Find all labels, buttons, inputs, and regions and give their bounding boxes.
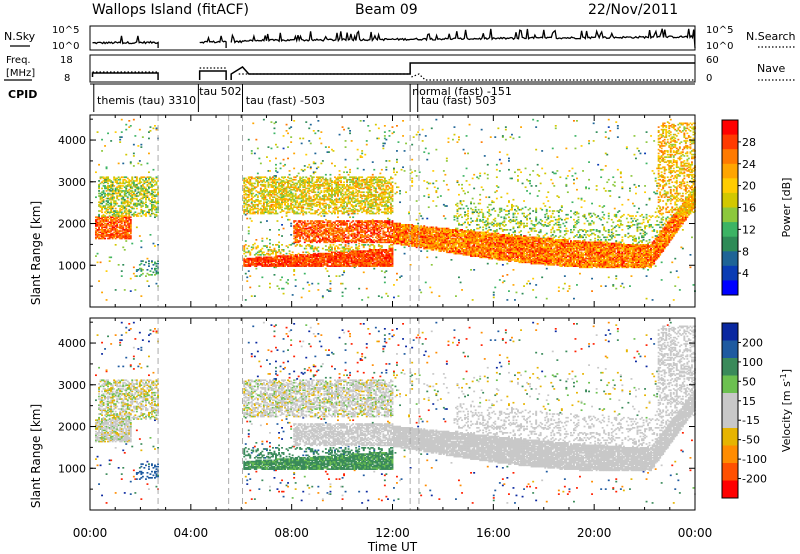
- power-colorbar-tick-label-6: 4: [742, 267, 749, 280]
- velocity-panel: [95, 321, 696, 504]
- velocity-colorbar-swatch-3: [722, 375, 738, 394]
- power-colorbar-tick-label-0: 28: [742, 136, 756, 149]
- freq-label-line1: Freq.: [6, 55, 31, 66]
- power-colorbar-swatch-10: [722, 265, 738, 281]
- noise-panel-frame: [89, 25, 696, 51]
- velocity-colorbar-tick-label-4: -15: [742, 414, 760, 427]
- velocity-panel-ylabel-2000: 2000: [58, 421, 86, 434]
- power-colorbar-swatch-9: [722, 251, 738, 267]
- velocity-panel-ytitle: Slant Range [km]: [29, 404, 43, 508]
- power-colorbar-swatch-6: [722, 207, 738, 223]
- velocity-colorbar-swatch-2: [722, 358, 738, 376]
- power-colorbar-tick-label-5: 8: [742, 245, 749, 258]
- cpid-segment-0: themis (tau) 3310: [97, 94, 196, 107]
- x-axis-title: Time UT: [367, 540, 418, 554]
- cpid-segment-1: tau 502: [199, 85, 242, 98]
- cpid-segment-3: normal (fast) -151: [412, 85, 512, 98]
- power-colorbar-swatch-3: [722, 163, 738, 179]
- velocity-colorbar-frame: [721, 322, 739, 499]
- velocity-colorbar-swatch-7: [722, 445, 738, 464]
- cpid-segment-4: tau (fast) 503: [421, 94, 496, 107]
- noise-right-tick-top: 10^5: [706, 25, 733, 36]
- x-tick-label-6: 00:00: [678, 526, 713, 540]
- power-colorbar-swatch-8: [722, 236, 738, 252]
- power-colorbar-swatch-4: [722, 178, 738, 194]
- velocity-colorbar-swatch-9: [722, 480, 738, 499]
- power-panel-ylabel-1000: 1000: [58, 259, 86, 272]
- velocity-panel-ylabel-3000: 3000: [58, 379, 86, 392]
- x-tick-label-4: 16:00: [476, 526, 511, 540]
- beam-label: Beam 09: [355, 2, 418, 18]
- velocity-colorbar-tick-label-2: 50: [742, 375, 756, 388]
- x-tick-label-5: 20:00: [577, 526, 612, 540]
- noise-left-tick-bottom: 10^0: [52, 41, 79, 52]
- site-title: Wallops Island (fitACF): [92, 2, 249, 18]
- velocity-colorbar-swatch-1: [722, 340, 738, 359]
- x-tick-label-3: 12:00: [375, 526, 410, 540]
- noise-left-label: N.Sky: [4, 30, 36, 43]
- nave-tick-bottom: 0: [706, 73, 712, 84]
- nave-trace: [92, 67, 695, 81]
- power-panel-ylabel-2000: 2000: [58, 218, 86, 231]
- power-colorbar-tick-label-4: 12: [742, 223, 756, 236]
- x-tick-label-2: 08:00: [274, 526, 309, 540]
- freq-tick-bottom: 8: [64, 73, 70, 84]
- freq-label-line2: [MHz]: [6, 68, 35, 79]
- noise-right-tick-bottom: 10^0: [706, 41, 733, 52]
- noise-right-label: N.Search: [746, 30, 796, 43]
- power-colorbar-swatch-5: [722, 192, 738, 208]
- freq-panel-frame: [89, 54, 696, 83]
- velocity-colorbar-swatch-8: [722, 463, 738, 481]
- velocity-panel-ylabel-4000: 4000: [58, 337, 86, 350]
- velocity-colorbar-swatch-4: [722, 393, 738, 411]
- power-colorbar-tick-label-1: 24: [742, 158, 756, 171]
- x-tick-label-1: 04:00: [174, 526, 209, 540]
- frequency-trace: [91, 62, 695, 80]
- velocity-panel-ylabel-1000: 1000: [58, 462, 86, 475]
- power-colorbar-swatch-11: [722, 280, 738, 296]
- power-colorbar-tick-label-3: 16: [742, 202, 756, 215]
- power-colorbar-swatch-7: [722, 222, 738, 238]
- noise-sky-trace: [92, 28, 696, 49]
- power-panel: [95, 118, 696, 301]
- power-colorbar-label: Power [dB]: [780, 178, 793, 238]
- velocity-colorbar-tick-label-0: 200: [742, 336, 763, 349]
- nave-tick-top: 60: [706, 55, 719, 66]
- power-panel-ylabel-3000: 3000: [58, 176, 86, 189]
- date-label: 22/Nov/2011: [588, 2, 678, 18]
- power-colorbar-swatch-1: [722, 134, 738, 150]
- velocity-colorbar-swatch-0: [722, 323, 738, 341]
- velocity-colorbar-tick-label-1: 100: [742, 356, 763, 369]
- power-panel-ytitle: Slant Range [km]: [29, 201, 43, 305]
- power-colorbar-tick-label-2: 20: [742, 180, 756, 193]
- x-tick-label-0: 00:00: [73, 526, 108, 540]
- velocity-colorbar-tick-label-6: -100: [742, 453, 767, 466]
- freq-tick-top: 18: [60, 55, 73, 66]
- cpid-segment-2: tau (fast) -503: [246, 94, 325, 107]
- velocity-colorbar-swatch-6: [722, 428, 738, 446]
- power-panel-ylabel-4000: 4000: [58, 134, 86, 147]
- cpid-label: CPID: [8, 88, 37, 101]
- power-colorbar-swatch-2: [722, 149, 738, 165]
- velocity-colorbar-label: Velocity [m s-1]: [779, 369, 794, 452]
- velocity-colorbar-swatch-5: [722, 410, 738, 429]
- power-colorbar-swatch-0: [722, 120, 738, 136]
- velocity-colorbar-tick-label-7: -200: [742, 473, 767, 486]
- nave-label: Nave: [757, 62, 785, 75]
- velocity-colorbar-tick-label-3: 15: [742, 395, 756, 408]
- noise-left-tick-top: 10^5: [52, 25, 79, 36]
- velocity-colorbar-tick-label-5: -50: [742, 434, 760, 447]
